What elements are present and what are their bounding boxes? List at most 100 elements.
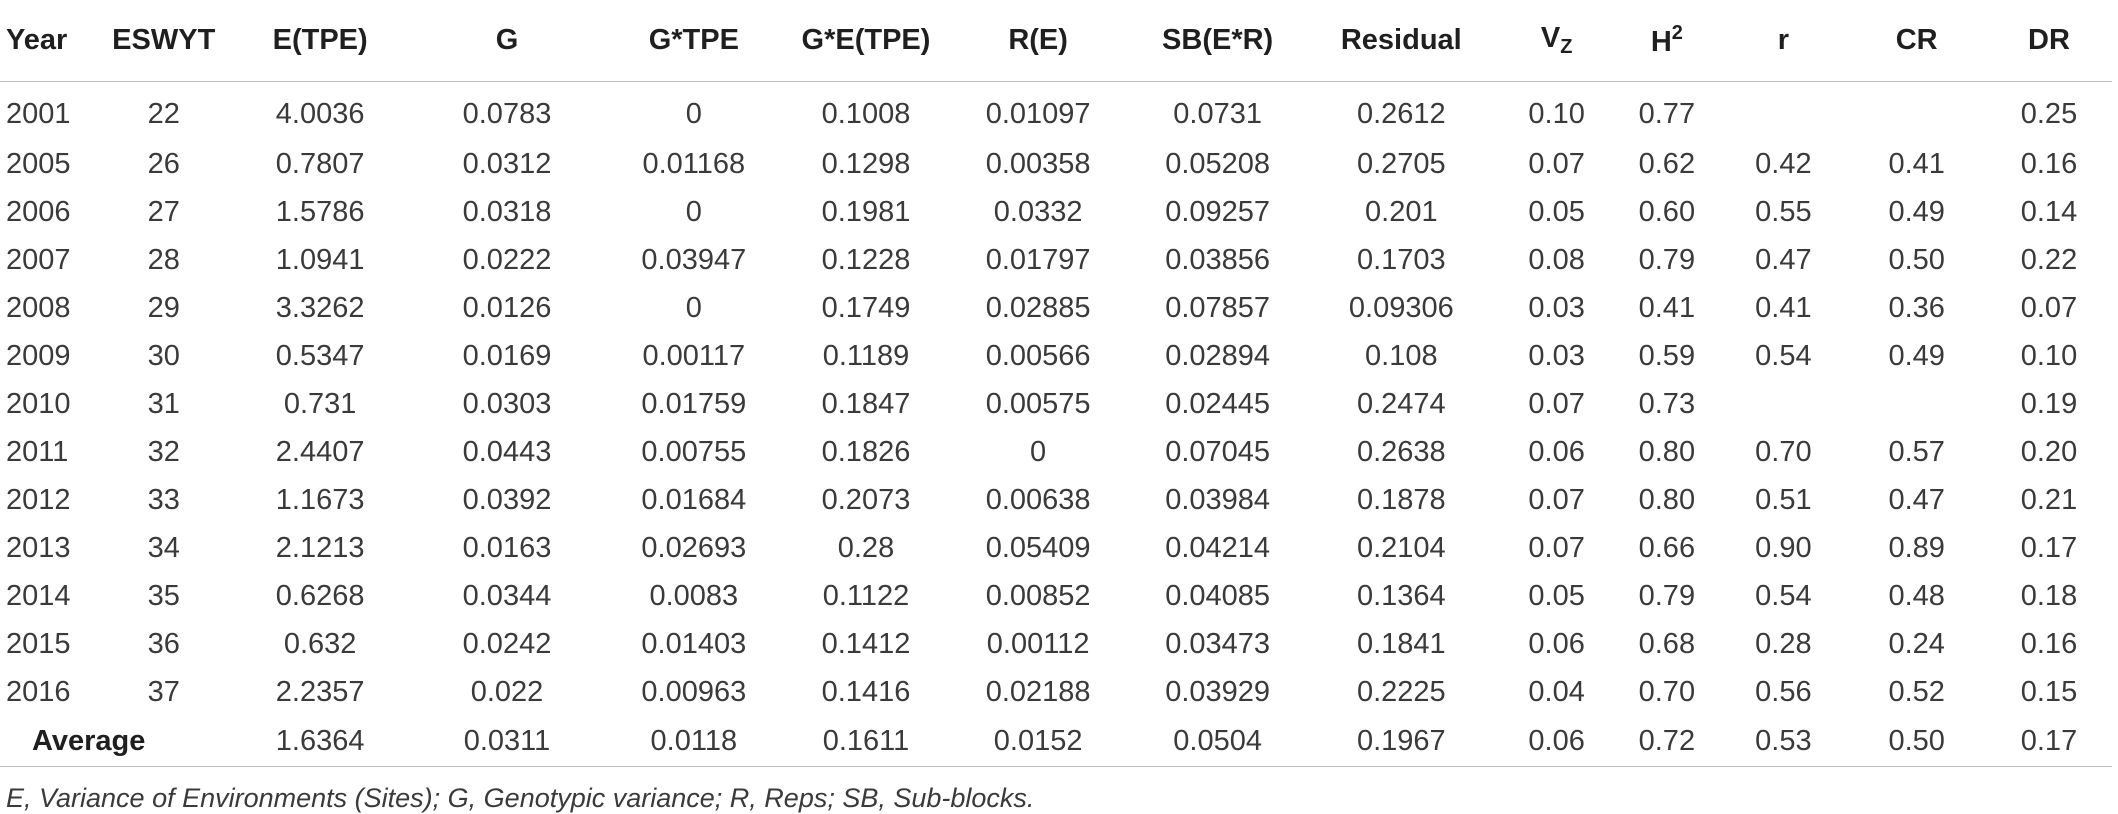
table-row: 2013 34 2.1213 0.0163 0.02693 0.28 0.05409 0.04… xyxy=(0,524,2112,572)
cell-r: 0.28 xyxy=(1755,627,1812,660)
cell-r xyxy=(1719,380,1847,428)
cell-cr: 0.50 xyxy=(1888,243,1945,276)
cell-g-tpe: 0.00963 xyxy=(641,675,747,708)
cell-e-tpe: 2.1213 xyxy=(275,531,365,564)
header-h2: H2 xyxy=(1614,0,1720,82)
cell-cr: 0.89 xyxy=(1888,531,1945,564)
cell-g-tpe: 0.01684 xyxy=(641,483,747,516)
cell-cr: 0.49 xyxy=(1888,195,1945,228)
cell-residual: 0.2225 xyxy=(1356,675,1446,708)
header-sb-er: SB(E*R) xyxy=(1131,0,1304,82)
cell-vz: 0.03 xyxy=(1528,339,1585,372)
cell-g-e-tpe: 0.2073 xyxy=(821,483,911,516)
table-body: 2001 22 4.0036 0.0783 0 0.1008 0.01097 0.0731 0.… xyxy=(0,82,2112,767)
cell-e-tpe: 0.7807 xyxy=(275,147,365,180)
cell-e-tpe: 0.5347 xyxy=(275,339,365,372)
header-r-e: R(E) xyxy=(944,0,1132,82)
cell-g: 0.0303 xyxy=(462,387,552,420)
cell-r-e: 0.05409 xyxy=(985,531,1091,564)
header-row: Year ESWYT E(TPE) G G*TPE G*E(TPE) R(E) … xyxy=(0,0,2112,82)
header-dr: DR xyxy=(1985,0,2112,82)
header-h2-main: H xyxy=(1650,26,1672,58)
cell-vz: 0.10 xyxy=(1528,97,1585,130)
cell-eswyt: 27 xyxy=(147,195,180,228)
cell-r-e: 0 xyxy=(1030,435,1047,468)
average-cell-g-tpe: 0.0118 xyxy=(600,716,788,767)
cell-residual: 0.2612 xyxy=(1356,97,1446,130)
cell-cr: 0.36 xyxy=(1888,291,1945,324)
cell-dr: 0.22 xyxy=(2020,243,2078,276)
cell-residual: 0.2104 xyxy=(1356,531,1446,564)
cell-sb-er: 0.03473 xyxy=(1165,627,1271,660)
table-row: 2001 22 4.0036 0.0783 0 0.1008 0.01097 0.0731 0.… xyxy=(0,82,2112,141)
cell-residual: 0.2638 xyxy=(1356,435,1446,468)
header-g-e-tpe: G*E(TPE) xyxy=(787,0,945,82)
cell-year: 2010 xyxy=(6,387,71,420)
average-cell-e-tpe: 1.6364 xyxy=(226,716,414,767)
cell-r-e: 0.00358 xyxy=(985,147,1091,180)
cell-g: 0.0242 xyxy=(462,627,552,660)
cell-e-tpe: 1.1673 xyxy=(275,483,365,516)
cell-year: 2005 xyxy=(6,147,71,180)
cell-e-tpe: 0.6268 xyxy=(275,579,365,612)
cell-h2: 0.80 xyxy=(1638,435,1696,468)
cell-eswyt: 22 xyxy=(147,97,180,130)
cell-r-e: 0.00852 xyxy=(985,579,1091,612)
cell-eswyt: 33 xyxy=(147,483,180,516)
cell-g-tpe: 0 xyxy=(685,195,702,228)
cell-dr: 0.07 xyxy=(2020,291,2078,324)
cell-dr: 0.17 xyxy=(2020,531,2078,564)
cell-dr: 0.21 xyxy=(2020,483,2078,516)
cell-year: 2012 xyxy=(6,483,71,516)
cell-sb-er: 0.03984 xyxy=(1165,483,1271,516)
header-residual: Residual xyxy=(1303,0,1499,82)
cell-e-tpe: 1.0941 xyxy=(275,243,365,276)
cell-r: 0.42 xyxy=(1755,147,1812,180)
cell-year: 2015 xyxy=(6,627,71,660)
cell-sb-er: 0.02894 xyxy=(1165,339,1271,372)
table-row: 2010 31 0.731 0.0303 0.01759 0.1847 0.00575 0.0… xyxy=(0,380,2112,428)
cell-h2: 0.79 xyxy=(1638,243,1696,276)
cell-h2: 0.79 xyxy=(1638,579,1696,612)
cell-year: 2014 xyxy=(6,579,71,612)
cell-vz: 0.07 xyxy=(1528,531,1585,564)
cell-h2: 0.66 xyxy=(1638,531,1696,564)
average-cell-g-e-tpe: 0.1611 xyxy=(787,716,945,767)
header-e-tpe: E(TPE) xyxy=(226,0,414,82)
table-row: 2006 27 1.5786 0.0318 0 0.1981 0.0332 0.09257 0.… xyxy=(0,188,2112,236)
cell-dr: 0.25 xyxy=(2020,97,2078,130)
cell-dr: 0.14 xyxy=(2020,195,2078,228)
cell-r: 0.55 xyxy=(1755,195,1812,228)
average-cell-g: 0.0311 xyxy=(413,716,601,767)
cell-eswyt: 32 xyxy=(147,435,180,468)
cell-e-tpe: 2.4407 xyxy=(275,435,365,468)
cell-r-e: 0.02885 xyxy=(985,291,1091,324)
header-vz-main: V xyxy=(1540,22,1561,54)
cell-vz: 0.07 xyxy=(1528,483,1585,516)
cell-r-e: 0.00638 xyxy=(985,483,1091,516)
cell-dr: 0.20 xyxy=(2020,435,2078,468)
cell-r: 0.56 xyxy=(1755,675,1812,708)
cell-year: 2006 xyxy=(6,195,71,228)
cell-sb-er: 0.02445 xyxy=(1165,387,1271,420)
cell-dr: 0.10 xyxy=(2020,339,2078,372)
cell-r-e: 0.01797 xyxy=(985,243,1091,276)
cell-h2: 0.60 xyxy=(1638,195,1696,228)
cell-g-tpe: 0.01759 xyxy=(641,387,747,420)
cell-residual: 0.201 xyxy=(1365,195,1438,228)
cell-g: 0.0783 xyxy=(462,97,552,130)
cell-g-tpe: 0.0083 xyxy=(649,579,739,612)
cell-vz: 0.05 xyxy=(1528,195,1585,228)
cell-residual: 0.1364 xyxy=(1356,579,1446,612)
average-cell-dr: 0.17 xyxy=(1985,716,2112,767)
table-row: 2016 37 2.2357 0.022 0.00963 0.1416 0.02188 0.0… xyxy=(0,668,2112,716)
cell-year: 2008 xyxy=(6,291,71,324)
cell-dr: 0.19 xyxy=(2020,387,2078,420)
cell-h2: 0.70 xyxy=(1638,675,1696,708)
average-cell-cr: 0.50 xyxy=(1847,716,1986,767)
cell-sb-er: 0.03929 xyxy=(1165,675,1271,708)
cell-h2: 0.59 xyxy=(1638,339,1696,372)
variance-components-table: Year ESWYT E(TPE) G G*TPE G*E(TPE) R(E) … xyxy=(0,0,2112,767)
cell-eswyt: 37 xyxy=(147,675,180,708)
cell-eswyt: 29 xyxy=(147,291,180,324)
